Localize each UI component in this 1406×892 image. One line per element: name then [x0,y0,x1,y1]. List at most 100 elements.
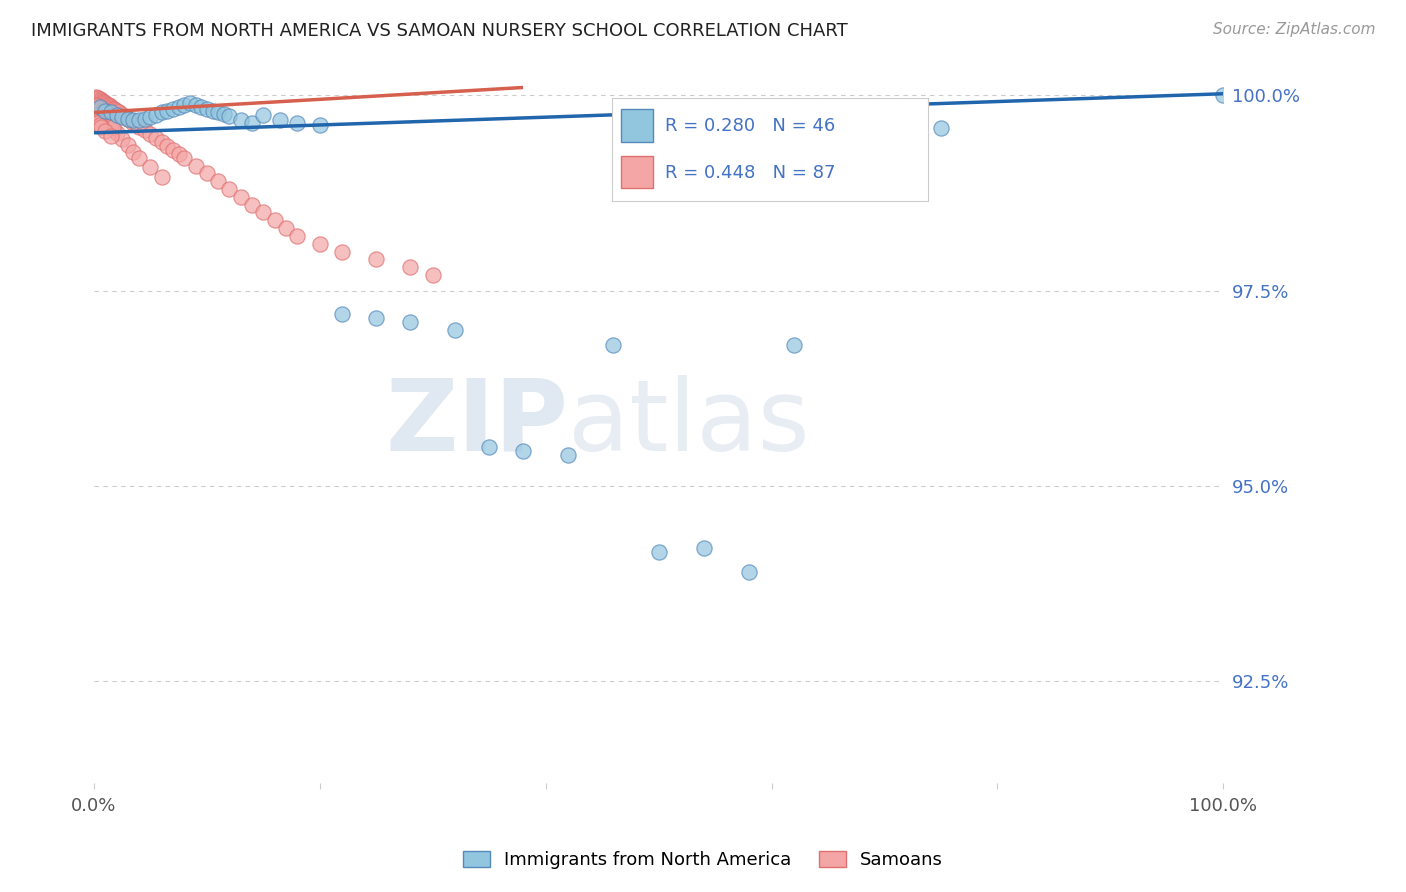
Point [89,111,111,125]
Point [84,97,107,112]
Point [94,110,117,124]
Point [139,128,162,142]
Point [139,160,162,174]
Point [128,113,150,128]
Point [873,120,896,134]
Point [422,268,444,282]
Point [101,102,124,116]
Point [274,221,297,235]
Point [332,244,354,259]
Point [86,99,108,113]
Point [557,448,579,462]
Point [512,443,534,458]
Point [366,252,388,267]
Text: ZIP: ZIP [385,375,568,472]
Point [783,338,806,352]
Legend: Immigrants from North America, Samoans: Immigrants from North America, Samoans [454,842,952,879]
Point [117,112,139,126]
Point [97,117,120,131]
Point [263,213,285,227]
Point [128,120,150,134]
Point [94,124,117,138]
Point [93,114,115,128]
Point [122,145,145,159]
Point [332,307,354,321]
Point [98,116,121,130]
Point [252,205,274,219]
Point [285,115,308,129]
Point [218,109,240,123]
Point [101,120,124,134]
Point [122,113,145,128]
Text: Source: ZipAtlas.com: Source: ZipAtlas.com [1212,22,1375,37]
Point [103,122,125,136]
Point [128,151,150,165]
Point [89,92,111,106]
Point [201,103,224,118]
Point [173,97,195,112]
Point [96,115,118,129]
Point [218,182,240,196]
Point [89,103,111,117]
Point [308,118,330,132]
Point [444,323,467,337]
Point [240,197,263,211]
Point [104,103,127,117]
Point [173,151,195,165]
Point [828,120,851,134]
Point [162,103,184,117]
Point [145,131,167,145]
FancyBboxPatch shape [621,110,652,142]
Point [120,113,142,128]
Point [87,91,110,105]
Point [190,100,212,114]
Text: IMMIGRANTS FROM NORTH AMERICA VS SAMOAN NURSERY SCHOOL CORRELATION CHART: IMMIGRANTS FROM NORTH AMERICA VS SAMOAN … [31,22,848,40]
Point [114,110,136,124]
Text: R = 0.448   N = 87: R = 0.448 N = 87 [665,164,837,182]
Point [156,139,179,153]
Text: R = 0.280   N = 46: R = 0.280 N = 46 [665,117,835,135]
Point [308,236,330,251]
Point [107,105,129,120]
Point [602,338,624,352]
Point [93,95,115,110]
Point [87,101,110,115]
Point [139,110,162,124]
Point [162,143,184,157]
Point [647,545,669,559]
Point [207,105,229,120]
Point [1212,88,1234,103]
Point [184,97,207,112]
Point [96,113,118,128]
Point [91,107,114,121]
Point [167,100,190,114]
Point [94,96,117,111]
Point [212,107,235,121]
Point [134,123,156,137]
Point [103,103,125,117]
Point [125,118,148,132]
Point [229,113,252,128]
Point [150,135,173,149]
Point [195,103,218,117]
Point [100,119,122,133]
Point [229,190,252,204]
Point [929,121,952,136]
Point [84,108,107,122]
Point [184,159,207,173]
Point [156,103,179,118]
Point [167,147,190,161]
Point [105,103,128,118]
Point [478,440,501,454]
Point [117,138,139,153]
Point [84,90,107,104]
Point [90,105,112,120]
Point [86,115,108,129]
Point [89,100,111,114]
Point [86,109,108,123]
Point [90,93,112,107]
Point [100,128,122,143]
Point [399,315,422,329]
Point [150,105,173,120]
Point [134,112,156,126]
